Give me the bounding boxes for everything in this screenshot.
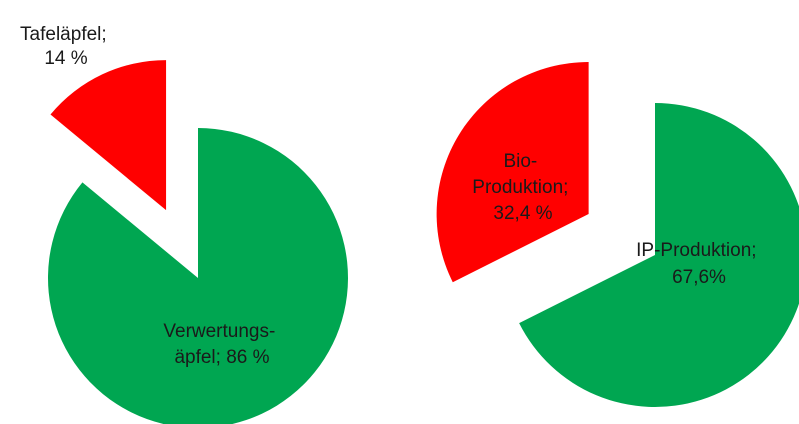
label-verwertungsaepfel: Verwertungs- äpfel; 86 % [163, 321, 280, 368]
label-ip-line-2: 67,6% [672, 267, 726, 288]
slice-ip-produktion [519, 103, 799, 407]
label-tafelaepfel-line-1: Tafeläpfel; [20, 24, 107, 45]
label-ip-produktion: IP-Produktion; 67,6% [636, 240, 762, 288]
label-bio-produktion: Bio- Produktion; 32,4 % [472, 151, 573, 224]
label-bio-line-2: Produktion; [472, 177, 568, 198]
label-tafelaepfel: Tafeläpfel; 14 % [20, 24, 112, 69]
slice-tafelaepfel [50, 60, 167, 211]
label-bio-line-3: 32,4 % [493, 203, 552, 224]
label-verwertungsaepfel-line-2: äpfel; 86 % [174, 347, 269, 368]
label-tafelaepfel-line-2: 14 % [44, 48, 87, 69]
pie-chart-apple-usage: Tafeläpfel; 14 % Verwertungs- äpfel; 86 … [20, 24, 348, 424]
pie-chart-production: Bio- Produktion; 32,4 % IP-Produktion; 6… [436, 62, 799, 407]
label-verwertungsaepfel-line-1: Verwertungs- [163, 321, 275, 342]
slice-bio-produktion [436, 62, 589, 283]
label-ip-line-1: IP-Produktion; [636, 240, 756, 261]
label-bio-line-1: Bio- [503, 151, 537, 172]
slice-verwertungsaepfel [48, 128, 348, 424]
